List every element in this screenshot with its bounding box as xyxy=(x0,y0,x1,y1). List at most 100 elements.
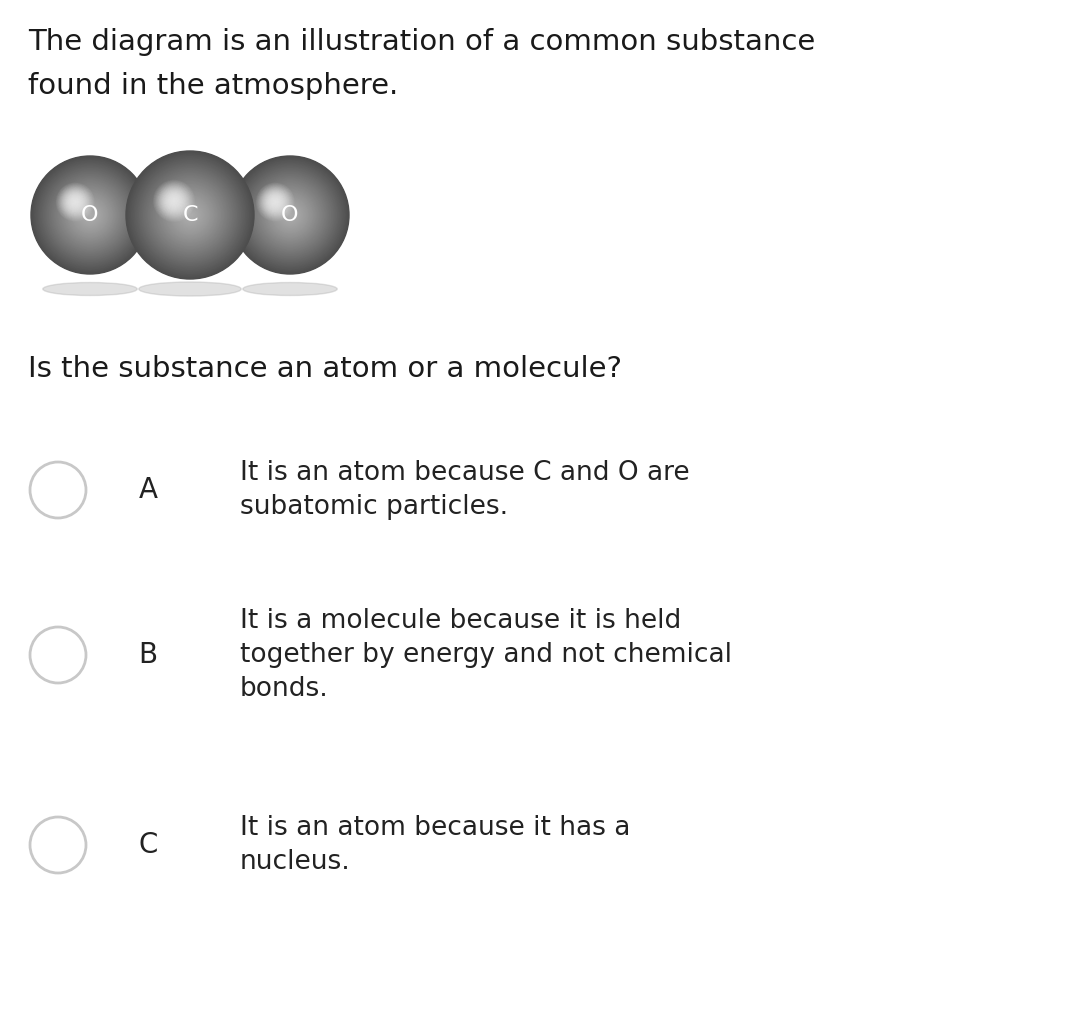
Circle shape xyxy=(283,208,297,222)
Circle shape xyxy=(162,188,217,242)
Circle shape xyxy=(271,198,279,206)
Text: found in the atmosphere.: found in the atmosphere. xyxy=(28,72,398,100)
Text: A: A xyxy=(139,476,157,504)
Circle shape xyxy=(151,176,230,254)
Circle shape xyxy=(271,196,309,234)
Circle shape xyxy=(273,200,277,204)
Circle shape xyxy=(47,171,134,258)
Circle shape xyxy=(277,202,303,229)
Circle shape xyxy=(159,184,220,245)
Circle shape xyxy=(42,167,138,263)
Circle shape xyxy=(170,197,178,205)
Circle shape xyxy=(176,201,204,229)
Circle shape xyxy=(261,188,289,216)
Circle shape xyxy=(66,192,113,239)
Circle shape xyxy=(70,196,109,234)
Circle shape xyxy=(64,190,115,241)
Circle shape xyxy=(178,203,202,227)
Circle shape xyxy=(59,186,91,218)
Circle shape xyxy=(59,184,121,246)
Circle shape xyxy=(279,204,301,227)
Circle shape xyxy=(169,194,211,237)
Circle shape xyxy=(188,212,192,217)
Circle shape xyxy=(56,180,125,250)
Circle shape xyxy=(50,175,130,255)
Circle shape xyxy=(252,176,328,253)
Circle shape xyxy=(255,180,325,250)
Text: subatomic particles.: subatomic particles. xyxy=(240,494,508,520)
Circle shape xyxy=(62,189,89,215)
Circle shape xyxy=(257,184,294,220)
Ellipse shape xyxy=(43,283,137,295)
Circle shape xyxy=(252,177,328,252)
Circle shape xyxy=(74,200,77,204)
Circle shape xyxy=(264,191,286,213)
Circle shape xyxy=(32,158,147,273)
Circle shape xyxy=(231,156,349,274)
Circle shape xyxy=(240,165,340,265)
Circle shape xyxy=(183,208,198,222)
Circle shape xyxy=(267,192,313,238)
Circle shape xyxy=(249,173,331,256)
Circle shape xyxy=(148,173,232,256)
Circle shape xyxy=(177,202,203,228)
Text: bonds.: bonds. xyxy=(240,676,329,702)
Circle shape xyxy=(57,181,124,249)
Circle shape xyxy=(67,192,113,238)
Circle shape xyxy=(153,178,226,252)
Circle shape xyxy=(172,198,207,233)
Circle shape xyxy=(68,194,111,237)
Circle shape xyxy=(46,171,135,259)
Circle shape xyxy=(155,181,193,220)
Circle shape xyxy=(236,161,344,269)
Circle shape xyxy=(47,172,132,257)
Circle shape xyxy=(162,187,218,243)
Circle shape xyxy=(174,199,206,231)
Text: It is an atom because C and O are: It is an atom because C and O are xyxy=(240,460,690,486)
Circle shape xyxy=(134,159,246,271)
Circle shape xyxy=(57,183,94,221)
Circle shape xyxy=(258,183,321,247)
Circle shape xyxy=(44,168,137,261)
Circle shape xyxy=(167,192,214,238)
Circle shape xyxy=(90,214,91,215)
Circle shape xyxy=(166,191,215,240)
Circle shape xyxy=(152,176,229,253)
Circle shape xyxy=(169,196,179,206)
Circle shape xyxy=(269,197,281,208)
Text: O: O xyxy=(281,205,299,226)
Circle shape xyxy=(270,195,310,235)
Circle shape xyxy=(271,197,309,234)
Text: It is a molecule because it is held: It is a molecule because it is held xyxy=(240,608,681,634)
Circle shape xyxy=(162,190,185,212)
Circle shape xyxy=(87,211,94,218)
Circle shape xyxy=(179,205,201,226)
Circle shape xyxy=(233,158,347,272)
Circle shape xyxy=(234,159,346,271)
Circle shape xyxy=(265,190,315,240)
Circle shape xyxy=(74,199,106,232)
Circle shape xyxy=(268,193,312,237)
Ellipse shape xyxy=(139,282,241,296)
Circle shape xyxy=(287,212,293,218)
Circle shape xyxy=(137,162,242,268)
Circle shape xyxy=(38,163,142,266)
Text: O: O xyxy=(81,205,98,226)
Circle shape xyxy=(72,198,79,206)
Circle shape xyxy=(169,194,210,236)
Circle shape xyxy=(131,157,249,274)
Circle shape xyxy=(281,205,300,224)
Circle shape xyxy=(158,183,222,247)
Circle shape xyxy=(66,193,84,211)
Circle shape xyxy=(285,210,295,220)
Circle shape xyxy=(184,209,197,221)
Circle shape xyxy=(256,181,324,248)
Circle shape xyxy=(261,186,319,245)
Circle shape xyxy=(160,186,220,245)
Circle shape xyxy=(129,154,251,276)
Circle shape xyxy=(138,163,242,266)
Circle shape xyxy=(84,210,95,220)
Circle shape xyxy=(159,183,221,246)
Circle shape xyxy=(65,191,114,240)
Circle shape xyxy=(130,156,249,275)
